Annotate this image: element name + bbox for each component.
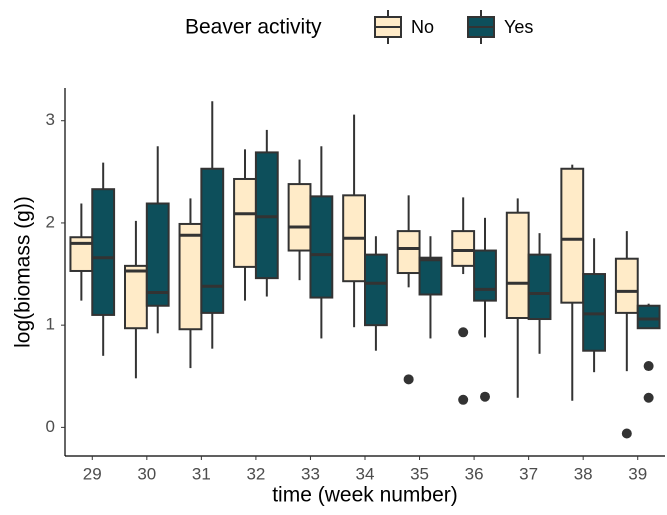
x-axis-title: time (week number): [272, 484, 458, 507]
box: [254, 151, 279, 280]
x-tick-label: 36: [465, 464, 484, 483]
outlier: [458, 394, 469, 405]
legend-title: Beaver activity: [185, 16, 322, 39]
y-tick-label: 2: [46, 212, 55, 231]
legend-label: Yes: [504, 17, 533, 37]
outlier: [403, 374, 414, 385]
box: [505, 211, 530, 319]
box: [582, 273, 607, 352]
x-tick-label: 37: [519, 464, 538, 483]
x-tick-label: 38: [574, 464, 593, 483]
box: [200, 167, 225, 314]
x-tick-label: 32: [246, 464, 265, 483]
box: [364, 253, 388, 327]
box: [178, 222, 203, 331]
box: [451, 230, 476, 267]
box: [560, 167, 585, 304]
x-tick-label: 39: [628, 464, 647, 483]
box: [614, 257, 639, 314]
box: [418, 256, 443, 296]
x-tick-label: 29: [83, 464, 102, 483]
box: [309, 195, 334, 299]
legend-label: No: [411, 17, 434, 37]
x-tick-label: 33: [301, 464, 320, 483]
box: [145, 202, 170, 307]
outlier: [480, 391, 490, 402]
x-tick-label: 31: [192, 464, 211, 483]
y-tick-label: 0: [46, 417, 55, 436]
box: [233, 177, 257, 268]
box: [124, 264, 148, 330]
box: [396, 230, 421, 275]
box: [287, 183, 312, 252]
outlier: [458, 327, 469, 338]
box: [473, 249, 497, 302]
x-tick-label: 30: [137, 464, 156, 483]
box: [91, 188, 116, 316]
y-tick-label: 1: [46, 315, 55, 334]
y-axis-title: log(biomass (g)): [12, 196, 35, 348]
box: [636, 304, 661, 330]
x-tick-label: 35: [410, 464, 429, 483]
outlier: [621, 428, 632, 439]
outlier: [643, 392, 654, 403]
outlier: [643, 361, 654, 372]
x-tick-label: 34: [356, 464, 375, 483]
box: [527, 253, 552, 321]
y-tick-label: 3: [46, 110, 55, 129]
